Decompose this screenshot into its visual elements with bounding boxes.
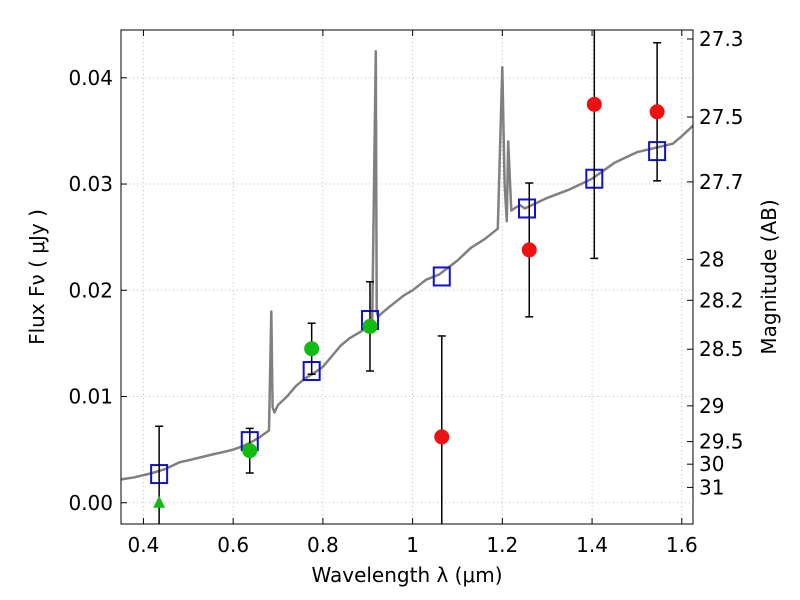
y2-tick-label: 27.3 <box>699 27 744 51</box>
y2-axis-label: Magnitude (AB) <box>757 199 781 354</box>
x-tick-label: 1.2 <box>486 533 518 557</box>
y-tick-label: 0.00 <box>68 491 113 515</box>
data-point-red <box>586 96 602 112</box>
y2-tick-label: 31 <box>699 475 724 499</box>
x-tick-label: 0.8 <box>307 533 339 557</box>
y2-tick-label: 28.2 <box>699 288 744 312</box>
y2-tick-label: 29.5 <box>699 430 744 454</box>
y2-tick-label: 27.5 <box>699 105 744 129</box>
y-tick-label: 0.01 <box>68 385 113 409</box>
data-point-red <box>434 429 450 445</box>
y-axis-label: Flux Fν ( μJy ) <box>25 209 49 345</box>
x-tick-label: 0.4 <box>128 533 160 557</box>
x-axis-label: Wavelength λ (μm) <box>311 563 502 587</box>
model-spectrum-line <box>121 49 693 481</box>
data-point-red <box>649 104 665 120</box>
ticks: 0.4 0.6 0.8 1 1.2 1.4 1.6 0.00 0.01 0.02 0.03 0.04 2… <box>68 27 743 557</box>
y2-tick-label: 30 <box>699 452 724 476</box>
grid <box>121 30 693 524</box>
x-tick-label: 1.6 <box>666 533 698 557</box>
y-tick-label: 0.02 <box>68 278 113 302</box>
y2-tick-label: 28.5 <box>699 337 744 361</box>
plot-frame <box>120 29 694 525</box>
y2-tick-label: 27.7 <box>699 170 744 194</box>
data-point-green <box>362 318 378 334</box>
plot-area <box>121 30 693 524</box>
y2-tick-label: 29 <box>699 394 724 418</box>
data-point-green <box>242 443 258 459</box>
model-bandpass-square <box>518 198 537 219</box>
x-tick-label: 0.6 <box>217 533 249 557</box>
x-tick-label: 1 <box>406 533 419 557</box>
data-point-green <box>304 341 320 357</box>
y-tick-label: 0.04 <box>68 66 113 90</box>
y-tick-label: 0.03 <box>68 172 113 196</box>
upper-limit-triangle <box>153 495 166 508</box>
data-point-red <box>521 242 537 258</box>
model-bandpass-square <box>432 266 451 287</box>
y2-tick-label: 28 <box>699 247 724 271</box>
x-tick-label: 1.4 <box>576 533 608 557</box>
